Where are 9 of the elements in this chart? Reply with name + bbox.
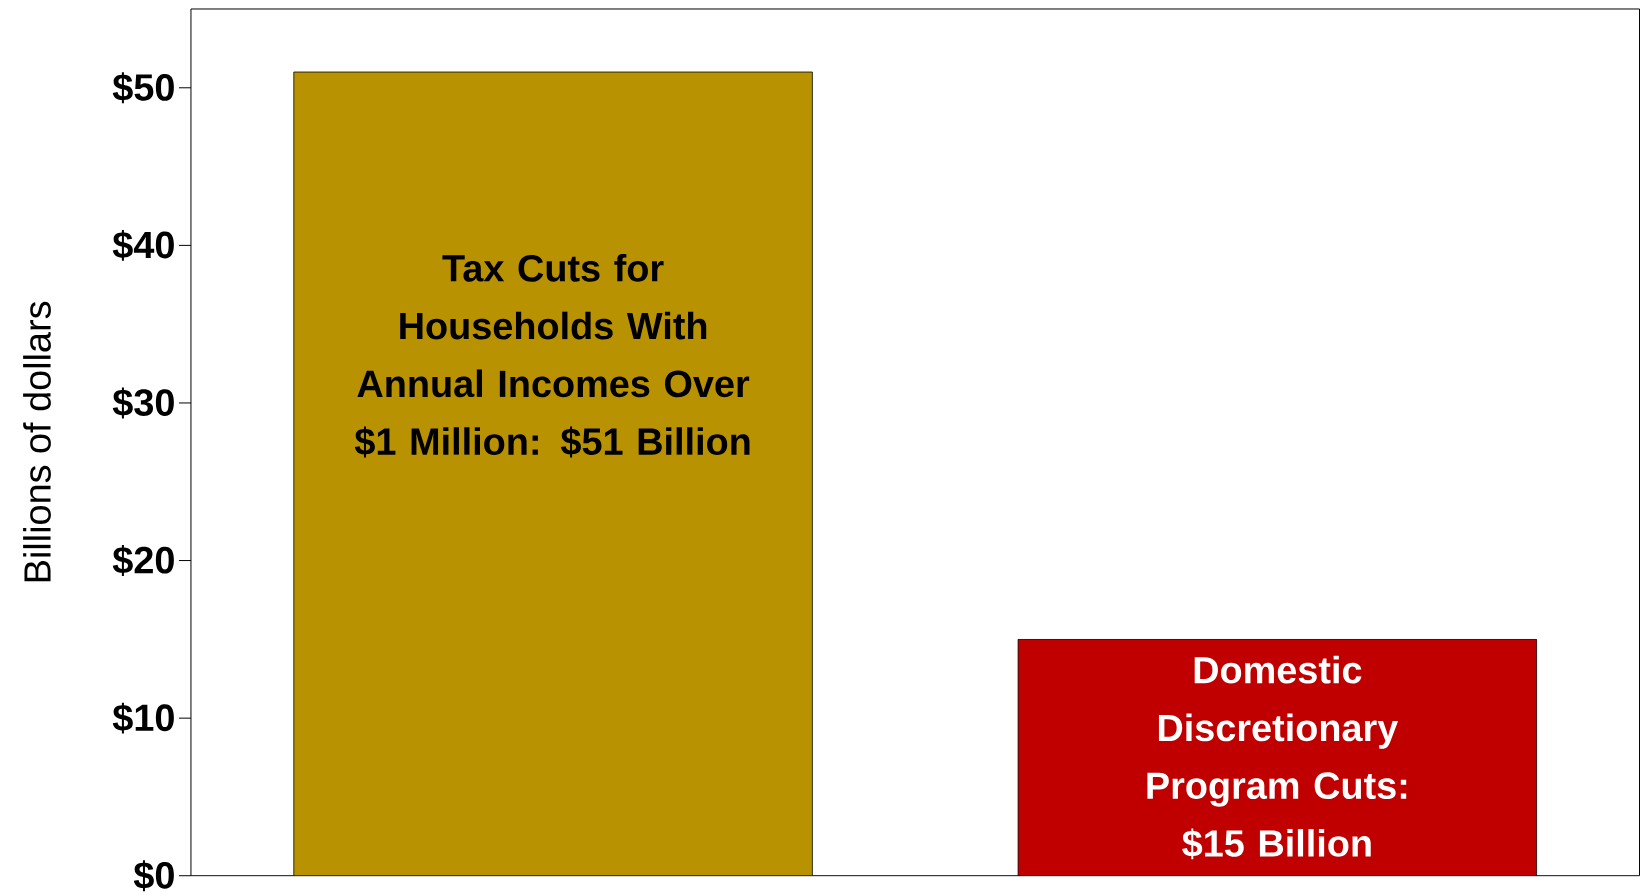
y-tick-label: $40 [112, 230, 174, 262]
y-axis-title: Billions of dollars [23, 302, 51, 582]
y-tick-label: $50 [112, 72, 174, 104]
data-label: Tax Cuts for Households With Annual Incomes Over $1 Million: $51 Billion [354, 254, 750, 458]
y-tick-label: $20 [112, 545, 174, 577]
data-label: Domestic Discretionary Program Cuts: $15 Billion [1147, 656, 1407, 860]
y-tick-label: $0 [133, 860, 174, 892]
y-tick-label: $10 [112, 702, 174, 734]
y-tick-label: $30 [112, 387, 174, 419]
